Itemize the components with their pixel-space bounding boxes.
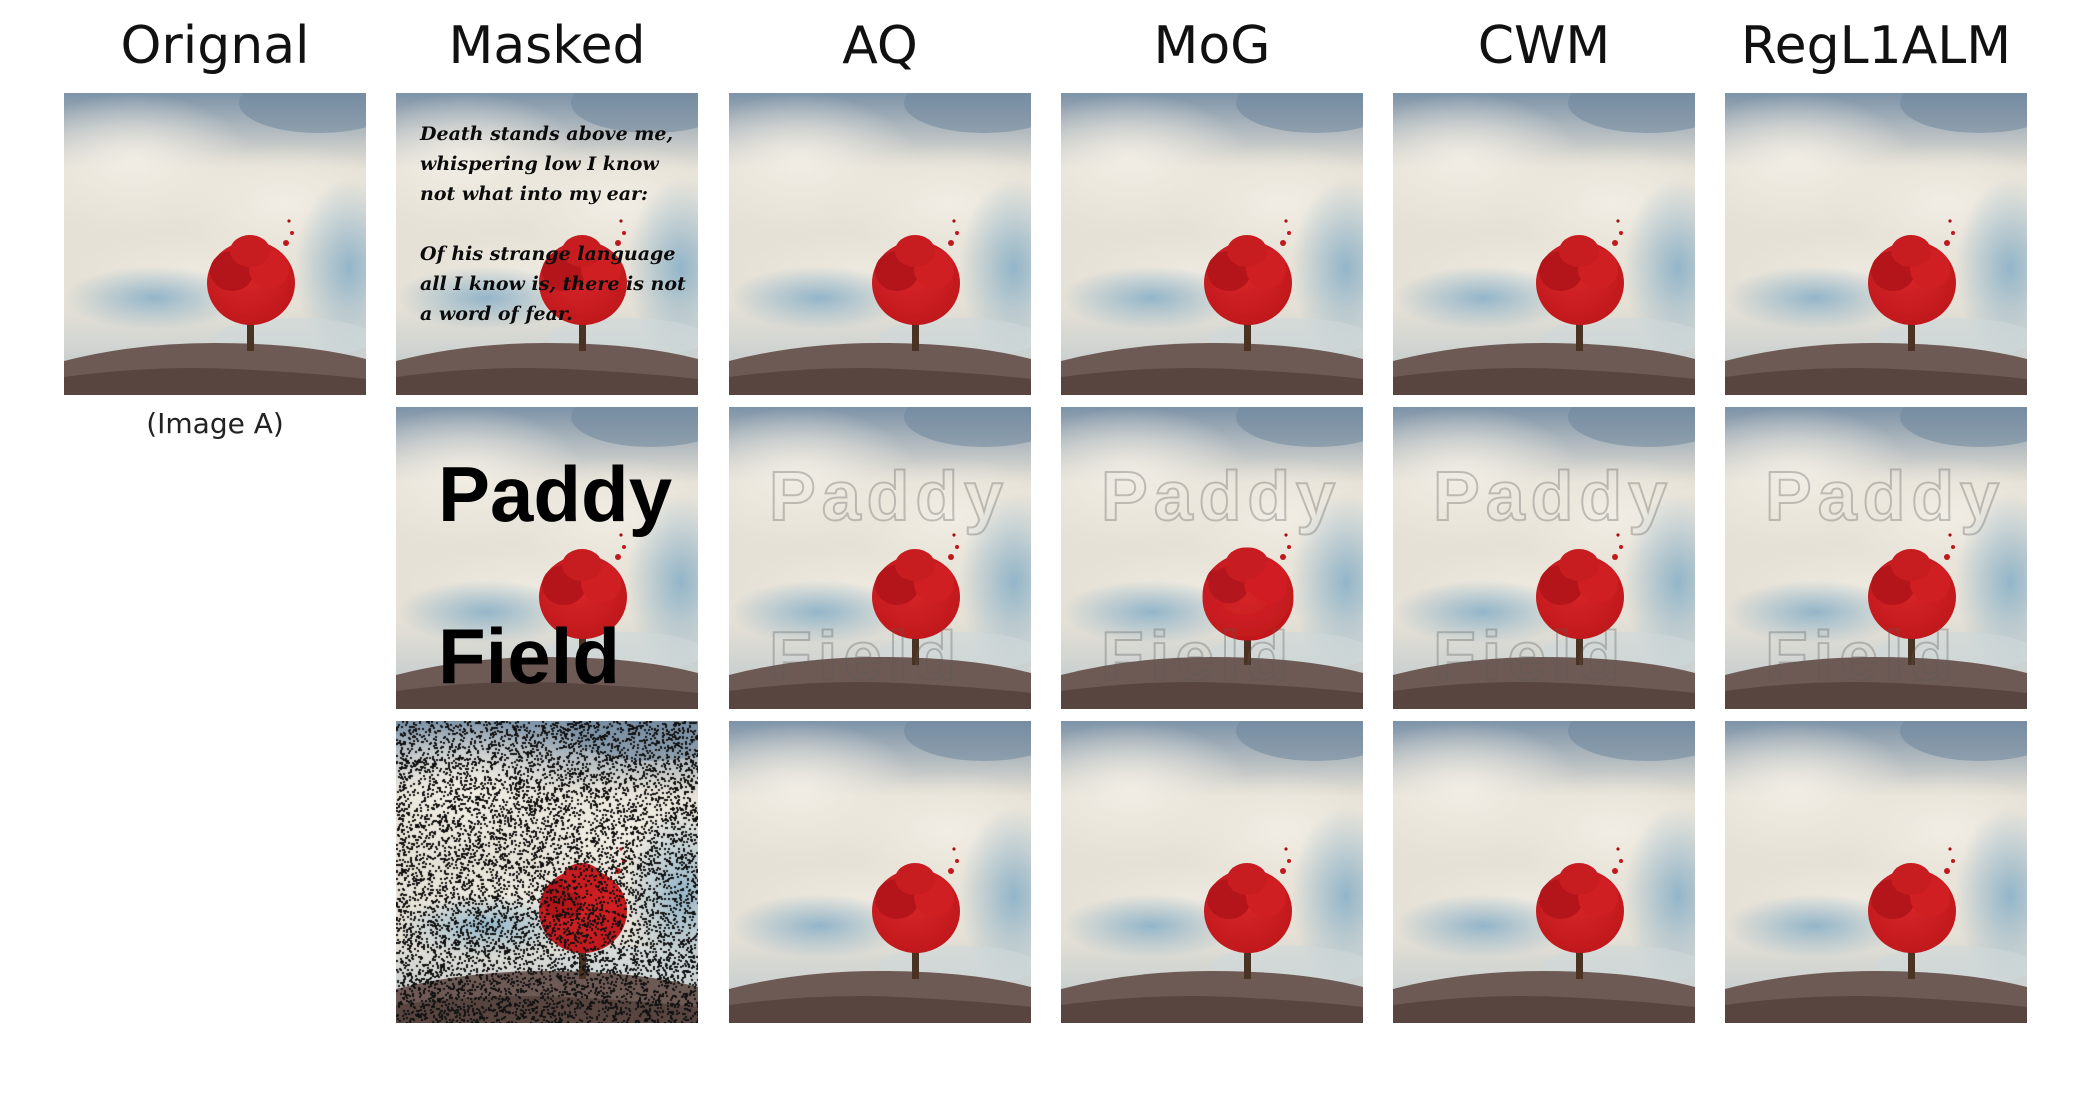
text-mask-word-paddy: Paddy: [438, 450, 673, 538]
tile-masked-row-1: Death stands above me, whispering low I …: [396, 93, 698, 395]
residual-text-artifact: Field: [1100, 617, 1295, 695]
tile-aq-row-1: [729, 93, 1031, 395]
column-header-mog: MoG: [1153, 16, 1271, 76]
column-header-regl1alm: RegL1ALM: [1740, 16, 2012, 76]
residual-text-artifact: Paddy: [1100, 457, 1342, 535]
tile-mog-row-3: [1061, 721, 1363, 1023]
tile-original: [64, 93, 366, 395]
tile-cwm-row-3: [1393, 721, 1695, 1023]
residual-text-artifact: Paddy: [1764, 457, 2006, 535]
image-caption: (Image A): [146, 407, 284, 440]
residual-text-artifact: Field: [768, 617, 963, 695]
tile-cwm-row-2: Paddy Field: [1393, 407, 1695, 709]
residual-text-artifact: Field: [1764, 617, 1959, 695]
tile-masked-row-2: Paddy Field: [396, 407, 698, 709]
tile-masked-row-3: [396, 721, 698, 1023]
tile-regl1alm-row-3: [1725, 721, 2027, 1023]
random-pixel-mask: [396, 721, 698, 1023]
tile-regl1alm-row-1: [1725, 93, 2027, 395]
column-header-masked: Masked: [448, 16, 646, 76]
text-mask-word-field: Field: [438, 612, 621, 700]
residual-text-artifact: Paddy: [768, 457, 1010, 535]
tile-aq-row-2: Paddy Field: [729, 407, 1031, 709]
column-header-original: Orignal: [120, 16, 310, 76]
tile-cwm-row-1: [1393, 93, 1695, 395]
tile-regl1alm-row-2: Paddy Field: [1725, 407, 2027, 709]
text-mask-poem: Death stands above me, whispering low I …: [420, 123, 686, 325]
tile-mog-row-2: Paddy Field: [1061, 407, 1363, 709]
tile-aq-row-3: [729, 721, 1031, 1023]
column-header-aq: AQ: [842, 16, 918, 76]
residual-text-artifact: Field: [1432, 617, 1627, 695]
tile-mog-row-1: [1061, 93, 1363, 395]
residual-text-artifact: Paddy: [1432, 457, 1674, 535]
column-header-cwm: CWM: [1477, 16, 1611, 76]
